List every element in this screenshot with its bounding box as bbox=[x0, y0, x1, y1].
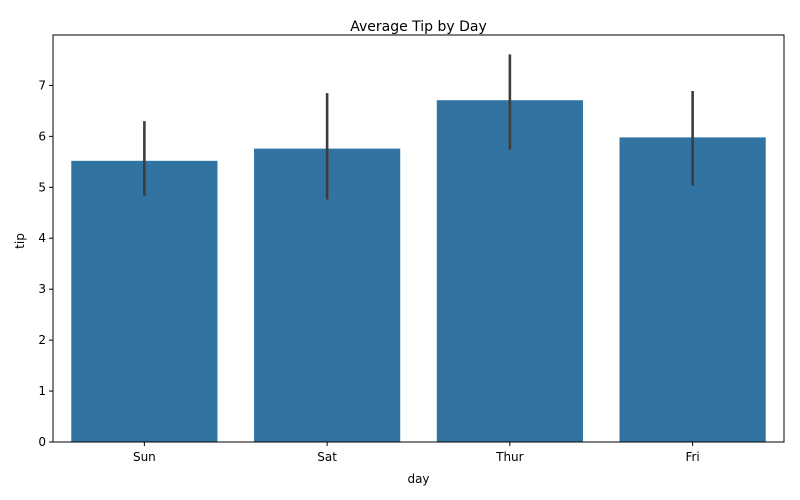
x-tick-label-sun: Sun bbox=[133, 450, 156, 464]
bar-fri bbox=[619, 137, 766, 443]
bar-thur bbox=[436, 100, 583, 442]
y-tick-label: 1 bbox=[38, 384, 46, 398]
bar-sun bbox=[71, 160, 218, 442]
x-axis-label: day bbox=[407, 472, 429, 486]
y-tick-label: 5 bbox=[38, 180, 46, 194]
x-tick-label-sat: Sat bbox=[317, 450, 337, 464]
y-axis-label: tip bbox=[13, 233, 27, 249]
y-tick-label: 6 bbox=[38, 129, 46, 143]
chart-title: Average Tip by Day bbox=[350, 19, 487, 35]
x-tick-label-thur: Thur bbox=[495, 450, 524, 464]
plot-area: 0 1 2 3 4 5 6 7 Sun Sat Thur Fri bbox=[38, 34, 785, 464]
y-tick-label: 3 bbox=[38, 282, 46, 296]
y-tick-label: 2 bbox=[38, 333, 46, 347]
y-tick-label: 4 bbox=[38, 231, 46, 245]
y-tick-label: 0 bbox=[38, 435, 46, 449]
x-tick-label-fri: Fri bbox=[685, 450, 699, 464]
y-tick-label: 7 bbox=[38, 78, 46, 92]
